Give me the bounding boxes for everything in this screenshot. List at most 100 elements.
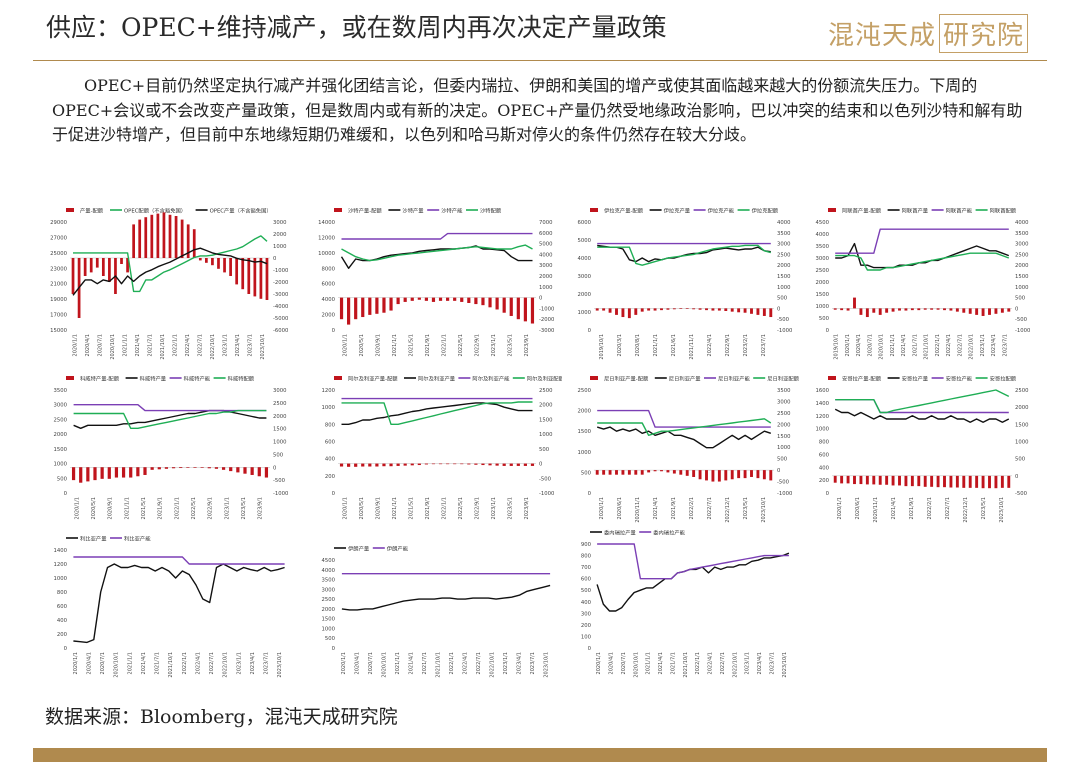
bar-mark	[672, 308, 676, 310]
bar-mark	[502, 297, 506, 313]
bar-mark	[164, 467, 169, 469]
bar-mark	[859, 308, 863, 315]
x-tick-label: 2023/1/1	[224, 497, 230, 519]
y-right-tick-label: 0	[273, 256, 277, 262]
bar-mark	[692, 470, 696, 477]
bar-mark	[898, 308, 901, 311]
x-tick-label: 2021/9/1	[158, 497, 164, 519]
series-line	[597, 409, 771, 428]
legend-entry: 阿联酋产量-配额	[828, 207, 882, 215]
y-left-tick-label: 2000	[578, 292, 592, 298]
bar-mark	[453, 297, 457, 301]
x-tick-label: 2021/9/1	[909, 497, 915, 519]
y-left-tick-label: 400	[325, 457, 336, 463]
bar-mark	[79, 467, 83, 483]
y-left-tick-label: 29000	[50, 220, 67, 226]
bar-mark	[730, 308, 734, 312]
x-tick-label: 2020/4/1	[856, 334, 862, 356]
x-tick-label: 2020/7/1	[621, 652, 627, 674]
legend-entry: 阿尔及利亚配额	[512, 375, 562, 383]
x-tick-label: 2022/2/1	[927, 497, 933, 519]
legend-label: 沙特产量-配额	[348, 207, 382, 215]
bar-mark	[354, 463, 358, 467]
bar-mark	[488, 463, 492, 466]
series-line	[341, 584, 551, 611]
bar-mark	[846, 475, 850, 484]
x-tick-label: 2020/4/1	[609, 652, 615, 674]
x-tick-label: 2020/5/1	[359, 497, 365, 519]
bar-mark	[840, 308, 844, 311]
x-tick-label: 2022/4/1	[195, 652, 201, 674]
bar-mark	[523, 463, 527, 466]
bar-mark	[936, 475, 940, 488]
x-tick-label: 2021/10/1	[683, 652, 689, 678]
x-tick-label: 2023/9/1	[524, 334, 530, 356]
legend-swatch	[590, 208, 598, 212]
series-line	[834, 408, 1010, 423]
series-line	[835, 252, 1010, 271]
y-right-tick-label: 2000	[777, 422, 791, 428]
bar-mark	[769, 308, 773, 318]
bar-mark	[101, 258, 105, 276]
y-left-tick-label: 3000	[816, 256, 830, 262]
bar-mark	[229, 258, 232, 276]
chart-nigeria: 尼日利亚产量-配额 尼日利亚产量 尼日利亚产能 尼日利亚配额 0 500 1000 1500 2…	[568, 370, 800, 535]
bar-mark	[361, 297, 365, 318]
bar-mark	[265, 258, 269, 300]
x-tick-label: 2020/4/1	[86, 652, 92, 674]
legend-label: 伊朗产能	[387, 545, 409, 553]
bar-mark	[981, 308, 985, 316]
y-left-tick-label: 800	[581, 554, 592, 560]
y-right-tick-label: 3000	[539, 263, 553, 269]
bar-mark	[685, 308, 689, 309]
chart-svg: 阿联酋产量-配额 阿联酋产量 阿联酋产能 阿联酋配额 0 500 1000 1500 2000 2…	[816, 207, 1032, 360]
bar-mark	[509, 463, 513, 466]
bar-mark	[1007, 308, 1011, 312]
bar-mark	[846, 308, 850, 311]
bar-mark	[211, 258, 214, 266]
chart-svg: 尼日利亚产量-配额 尼日利亚产量 尼日利亚产能 尼日利亚配额 0 500 1000 1500 2…	[578, 375, 800, 523]
legend-entry: 伊拉克产量-配额	[590, 207, 644, 215]
x-tick-label: 2020/4/1	[354, 652, 360, 674]
bar-mark	[872, 308, 876, 313]
x-tick-label: 2020/9/1	[108, 497, 114, 519]
bar-mark	[930, 308, 934, 310]
bar-mark	[375, 463, 379, 467]
legend-label: 委内瑞拉产量	[604, 529, 636, 537]
legend-entry: 伊拉克产能	[693, 207, 735, 215]
x-tick-label: 2023/5/1	[241, 497, 247, 519]
y-left-tick-label: 1500	[54, 447, 68, 453]
bar-mark	[410, 297, 414, 301]
x-tick-label: 2022/10/1	[210, 334, 216, 360]
y-right-tick-label: 2500	[777, 252, 791, 258]
legend-label: 阿联酋产量	[902, 207, 929, 215]
y-right-tick-label: 2500	[539, 388, 553, 394]
y-right-tick-label: 2500	[273, 401, 287, 407]
bar-mark	[247, 258, 251, 294]
chart-svg: 安哥拉产量-配额 安哥拉产量 安哥拉产能 安哥拉配额 0 200 400 600 800 1000…	[816, 375, 1030, 523]
bar-mark	[361, 463, 365, 467]
y-left-tick-label: 100	[581, 634, 592, 640]
y-left-tick-label: 3500	[322, 578, 336, 584]
x-tick-label: 2020/10/1	[110, 334, 116, 360]
bar-mark	[936, 308, 940, 310]
y-right-tick-label: -4000	[273, 304, 289, 310]
bar-mark	[114, 467, 119, 478]
y-left-tick-label: 1000	[54, 576, 68, 582]
bar-mark	[481, 463, 485, 466]
bar-mark	[495, 463, 499, 466]
bar-mark	[150, 467, 154, 470]
x-tick-label: 2020/11/1	[635, 497, 641, 523]
y-right-tick-label: -1000	[1015, 328, 1031, 334]
y-right-tick-label: 1000	[539, 285, 553, 291]
chart-algeria: 阿尔及利亚产量-配额 阿尔及利亚产量 阿尔及利亚产能 阿尔及利亚配额 0 200 400 60…	[312, 370, 562, 535]
y-right-tick-label: 2000	[273, 232, 287, 238]
bar-mark	[853, 475, 856, 485]
y-right-tick-label: 3000	[273, 388, 287, 394]
legend-label: OPEC产量（不含豁免国）	[210, 207, 272, 215]
x-tick-label: 2020/3/1	[617, 334, 623, 356]
bar-mark	[865, 475, 869, 485]
legend-label: 科威特配额	[228, 375, 255, 383]
chart-svg: 科威特产量-配额 科威特产量 科威特产能 科威特配额 0 500 1000 1500 2000 2…	[54, 375, 290, 520]
bar-mark	[885, 308, 889, 313]
